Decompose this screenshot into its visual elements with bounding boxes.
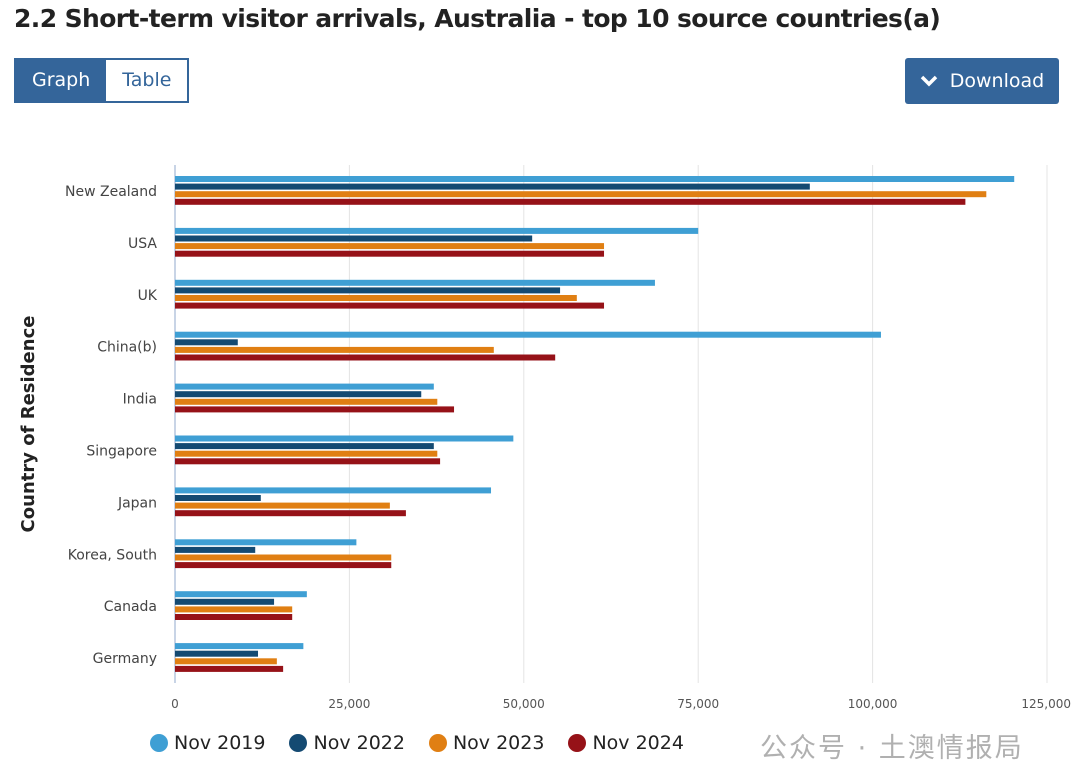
bar [175,227,699,234]
legend: Nov 2019 Nov 2022 Nov 2023 Nov 2024 [150,732,684,754]
bar [175,295,577,301]
legend-marker-icon [150,734,168,752]
bar [175,487,492,494]
bar [175,302,605,309]
download-label: Download [949,70,1045,92]
chevron-down-icon [920,75,938,87]
bar [175,183,810,190]
tab-graph[interactable]: Graph [16,60,107,101]
y-tick-label: Singapore [86,444,157,460]
bar [175,562,392,569]
bar [175,546,256,553]
bar [175,510,406,517]
y-tick-label: USA [128,236,157,252]
x-tick-label: 0 [171,697,179,711]
bar [175,339,238,346]
bar [175,287,561,294]
legend-label: Nov 2024 [592,732,684,754]
bar [175,591,307,598]
bar [175,383,434,390]
legend-label: Nov 2023 [452,732,545,754]
page-title: 2.2 Short-term visitor arrivals, Austral… [14,4,941,33]
legend-marker-icon [289,734,308,752]
bar [175,391,422,398]
bar [175,443,434,450]
bar [175,658,277,665]
bar [175,450,438,457]
bar [175,406,455,413]
legend-label: Nov 2019 [174,732,266,754]
y-tick-label: Korea, South [68,547,157,563]
legend-item[interactable]: Nov 2023 [428,732,545,754]
tab-table[interactable]: Table [106,60,188,101]
bar [175,606,293,613]
x-tick-label: 125,000 [1021,697,1071,711]
bar [175,354,556,361]
bar [175,191,987,198]
y-tick-label: UK [138,288,158,304]
bar [175,331,881,338]
bar [175,650,259,657]
legend-marker-icon [568,734,587,752]
download-button[interactable]: Download [905,58,1059,104]
bar [175,250,605,257]
bar [175,614,293,620]
view-toggle: Graph Table [14,58,190,103]
legend-marker-icon [428,734,447,752]
bar [175,235,533,242]
bar [175,279,655,286]
bar [175,643,304,650]
x-tick-label: 75,000 [677,697,719,711]
legend-label: Nov 2022 [313,732,405,754]
y-tick-label: India [123,392,157,408]
bar [175,665,284,672]
x-tick-label: 25,000 [328,697,370,711]
x-tick-label: 100,000 [848,697,898,711]
y-tick-label: New Zealand [65,184,157,200]
bar [175,243,605,250]
bar [175,176,1015,182]
y-tick-label: Canada [104,599,157,615]
bar [175,435,514,442]
y-tick-label: Germany [93,651,157,667]
y-tick-label: Japan [117,495,157,511]
legend-item[interactable]: Nov 2024 [568,732,684,754]
bar [175,198,966,205]
legend-item[interactable]: Nov 2019 [150,732,265,754]
bar [175,502,390,509]
bar [175,398,438,405]
legend-item[interactable]: Nov 2022 [289,732,405,754]
bar [175,598,275,605]
bar [175,495,261,501]
bar [175,346,494,353]
watermark: 公众号 · 土澳情报局 [760,733,1024,764]
y-tick-label: China(b) [97,340,157,356]
y-axis-label: Country of Residence [18,316,39,533]
x-tick-label: 50,000 [503,697,545,711]
bar [175,458,441,465]
bar [175,554,392,561]
bar [175,539,357,546]
